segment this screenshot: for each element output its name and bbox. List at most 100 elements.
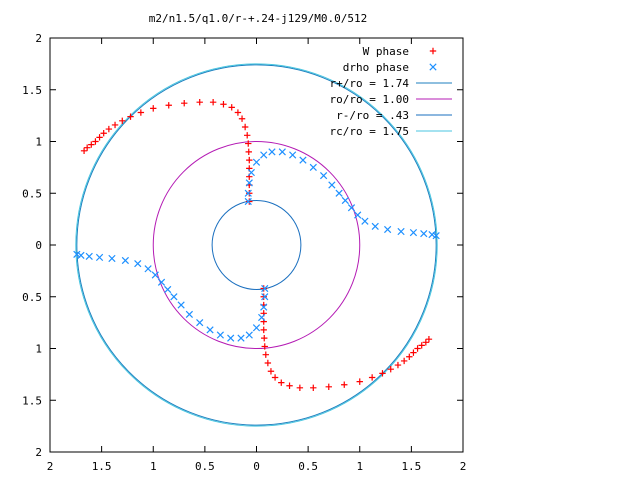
x-tick-label: 1	[150, 460, 157, 473]
data-point	[260, 151, 268, 159]
legend-label: W phase	[363, 45, 409, 58]
data-point	[260, 285, 267, 292]
y-tick-label: 2	[35, 32, 42, 45]
x-tick-label: 2	[460, 460, 467, 473]
data-point	[422, 339, 430, 346]
data-point	[238, 115, 246, 122]
data-point	[83, 144, 91, 151]
data-point	[227, 334, 235, 342]
data-point	[111, 121, 119, 129]
data-point	[246, 198, 253, 205]
data-point	[150, 105, 157, 112]
data-point	[425, 335, 433, 343]
circle-curve	[76, 64, 437, 426]
y-tick-label: 1	[35, 136, 42, 149]
data-point	[96, 134, 103, 141]
data-point	[384, 225, 392, 234]
circles-layer	[75, 63, 438, 427]
x-tick-label: 0.5	[298, 460, 318, 473]
data-point	[379, 370, 386, 377]
data-point	[428, 231, 436, 239]
legend: W phase drho phase r+/ro = 1.74 ro/ro = 1.0…	[330, 45, 452, 138]
y-tick-label: 1.5	[22, 394, 42, 407]
data-point	[368, 374, 376, 381]
y-tick-label: 1.5	[22, 84, 42, 97]
data-point	[244, 197, 252, 206]
data-point	[341, 381, 348, 388]
data-point	[309, 163, 317, 171]
data-point	[196, 319, 204, 327]
data-point	[73, 250, 81, 258]
legend-label: drho phase	[343, 61, 409, 74]
legend-label: r-/ro = .43	[336, 109, 409, 122]
data-point	[341, 196, 349, 205]
chart-title: m2/n1.5/q1.0/r-+.24-j129/M0.0/512	[149, 12, 368, 25]
x-tick-label: 0.5	[195, 460, 215, 473]
data-point	[261, 293, 269, 301]
data-point	[278, 379, 285, 386]
data-point	[206, 326, 214, 334]
circle-curve	[211, 199, 302, 291]
data-point	[268, 148, 276, 156]
data-point	[260, 293, 267, 300]
data-point	[347, 204, 356, 212]
data-point	[252, 158, 261, 166]
data-point	[85, 252, 93, 261]
data-point	[237, 334, 245, 342]
data-point	[216, 331, 224, 339]
data-point	[127, 113, 134, 120]
data-point	[246, 156, 253, 164]
data-point	[356, 378, 363, 385]
data-point	[394, 361, 402, 369]
legend-label: rc/ro = 1.75	[330, 125, 409, 138]
y-tick-label: 1	[35, 343, 42, 356]
data-point	[234, 109, 242, 116]
data-point	[209, 98, 217, 106]
data-point	[244, 189, 252, 197]
data-point	[361, 217, 369, 225]
data-point	[432, 232, 440, 240]
data-point	[400, 357, 408, 365]
data-point	[420, 229, 428, 238]
data-point	[77, 251, 85, 259]
data-point	[246, 190, 253, 197]
data-point	[92, 138, 99, 145]
data-point	[354, 211, 362, 219]
data-point	[241, 123, 249, 131]
legend-label: r+/ro = 1.74	[330, 77, 410, 90]
data-point	[244, 132, 251, 139]
x-tick-label: 1.5	[92, 460, 112, 473]
circle-curve	[75, 63, 438, 427]
data-point	[418, 342, 425, 349]
data-point	[319, 172, 328, 180]
data-point	[228, 104, 235, 111]
data-point	[261, 334, 268, 342]
data-point	[165, 102, 172, 109]
data-point	[260, 303, 268, 311]
data-point	[80, 147, 88, 155]
circle-curve	[152, 141, 361, 349]
data-point	[151, 271, 159, 279]
data-point	[245, 179, 253, 187]
legend-symbol	[429, 47, 437, 55]
data-point	[247, 168, 255, 177]
axis-layer: 2 1.5 1 0.5 0 0.5 1 1.5 221.510.500.511.52	[22, 32, 466, 473]
data-point	[121, 256, 129, 265]
x-tick-label: 0	[253, 460, 260, 473]
y-tick-label: 0	[35, 239, 42, 252]
data-point	[185, 310, 194, 318]
data-point	[260, 326, 267, 334]
data-point	[95, 253, 104, 262]
data-point	[325, 383, 332, 390]
data-point	[286, 382, 293, 389]
data-point	[181, 100, 188, 107]
data-point	[245, 148, 252, 156]
data-point	[134, 260, 142, 268]
data-point	[267, 368, 275, 375]
x-tick-label: 1.5	[401, 460, 421, 473]
data-point	[328, 181, 336, 189]
data-point	[406, 353, 413, 360]
data-point	[262, 351, 269, 358]
series-layer	[73, 98, 440, 392]
